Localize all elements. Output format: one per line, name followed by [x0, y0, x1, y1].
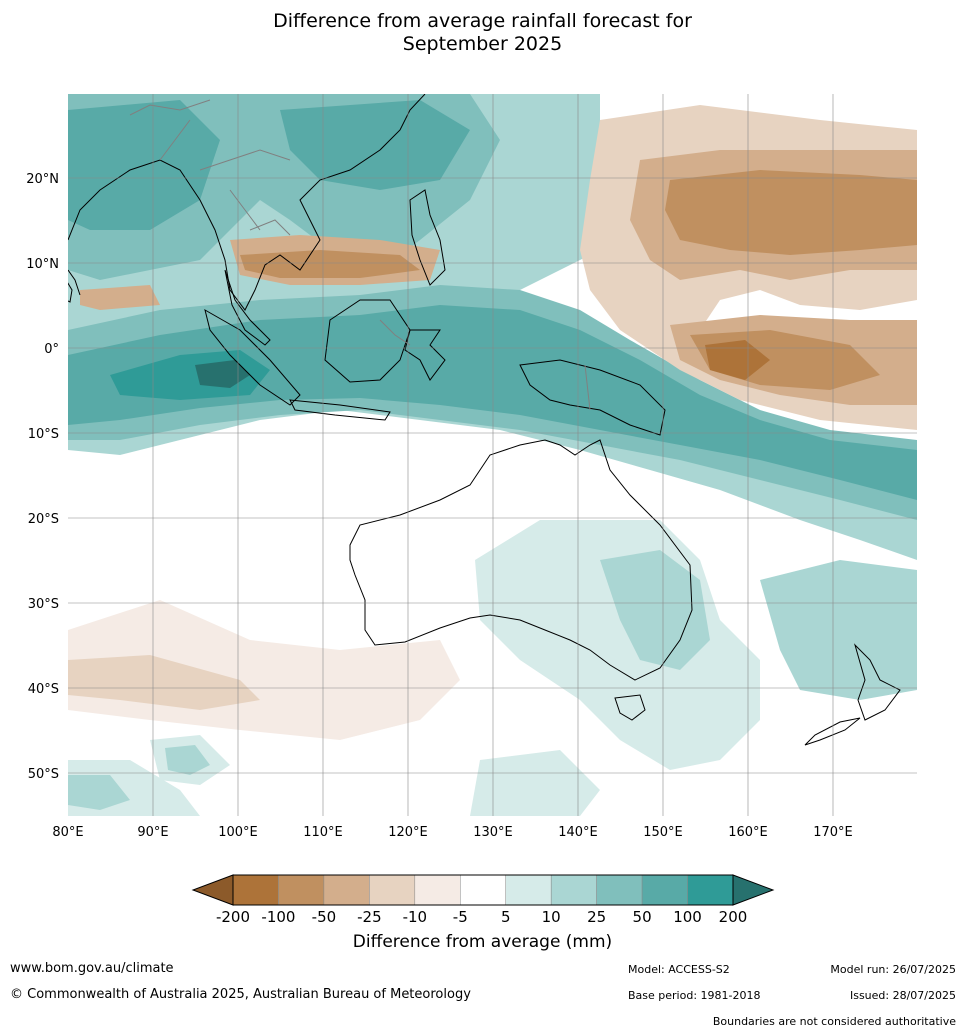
new-guinea-outline: [519, 359, 666, 436]
lon-label: 80°E: [52, 825, 83, 840]
new-zealand-north-outline: [853, 643, 901, 721]
sumatra-outline: [204, 308, 301, 406]
footer-base-period: Base period: 1981-2018: [628, 989, 761, 1002]
colorbar-low-extend: [191, 874, 234, 906]
colorbar-title: Difference from average (mm): [352, 932, 613, 952]
australia-outline: [349, 439, 693, 681]
colorbar-frame: [232, 874, 734, 906]
new-zealand-south-outline: [804, 717, 861, 746]
tasmania-outline: [614, 694, 646, 721]
colorbar-segment: [414, 874, 461, 906]
lon-label: 150°E: [643, 825, 683, 840]
lat-label: 50°S: [28, 767, 59, 782]
dry-region-south-indian-2: [68, 655, 260, 710]
lon-label: 120°E: [388, 825, 428, 840]
colorbar-tick-label: 100: [673, 908, 702, 926]
country-borders: [129, 99, 591, 411]
lon-label: 110°E: [303, 825, 343, 840]
map-title: Difference from average rainfall forecas…: [0, 10, 965, 56]
malay-peninsula-outline: [224, 269, 271, 346]
colorbar-tick-label: -50: [312, 908, 337, 926]
dry-region-philippines-sea-2: [240, 250, 420, 278]
map-plot-area: [68, 94, 917, 816]
colorbar-segment: [596, 874, 643, 906]
footer-copyright: © Commonwealth of Australia 2025, Austra…: [10, 987, 471, 1002]
colorbar: -200 -100 -50 -25 -10 -5 5 10 25 50 100 200: [191, 874, 775, 926]
asia-mainland-outline: [68, 94, 426, 311]
sulawesi-outline: [404, 329, 446, 381]
colorbar-segment: [641, 874, 688, 906]
lat-label: 0°: [44, 342, 59, 357]
colorbar-tick-label: 200: [719, 908, 748, 926]
lat-label: 30°S: [28, 597, 59, 612]
colorbar-tick-label: -5: [453, 908, 468, 926]
colorbar-segment: [460, 874, 506, 906]
lon-label: 170°E: [813, 825, 853, 840]
colorbar-tick-label: -25: [357, 908, 382, 926]
java-outline: [289, 399, 391, 421]
map-title-line2: September 2025: [402, 33, 563, 55]
colorbar-tick-label: 5: [501, 908, 511, 926]
dry-region-north-pacific-3: [665, 170, 917, 255]
colorbar-tick-label: -10: [403, 908, 428, 926]
colorbar-segment: [278, 874, 325, 906]
lon-label: 100°E: [218, 825, 258, 840]
map-gridlines: [68, 94, 917, 816]
philippines-outline: [409, 189, 446, 286]
borneo-outline: [324, 299, 411, 383]
colorbar-tick-label: -200: [216, 908, 250, 926]
footer-issued: Issued: 28/07/2025: [849, 989, 956, 1002]
colorbar-high-extend: [732, 874, 775, 906]
colorbar-segment: [550, 874, 597, 906]
colorbar-segment: [687, 874, 734, 906]
wet-region-southwest-2: [68, 775, 130, 810]
wet-region-equator-strong: [68, 305, 917, 500]
footer-disclaimer: Boundaries are not considered authoritat…: [712, 1015, 956, 1028]
footer-model: Model: ACCESS-S2: [628, 963, 730, 976]
lat-label: 10°N: [26, 257, 59, 272]
dry-region-equatorial-core: [705, 340, 770, 380]
colorbar-tick-label: 50: [633, 908, 652, 926]
lon-label: 130°E: [473, 825, 513, 840]
wet-region-south-indian-patch-2: [165, 745, 210, 775]
longitude-labels: 80°E 90°E 100°E 110°E 120°E 130°E 140°E 150°E 16…: [52, 825, 852, 840]
colorbar-segment: [323, 874, 370, 906]
lat-label: 40°S: [28, 682, 59, 697]
colorbar-segment: [505, 874, 552, 906]
footer-model-run: Model run: 26/07/2025: [830, 963, 956, 976]
lat-label: 20°S: [28, 512, 59, 527]
colorbar-tick-label: -100: [261, 908, 295, 926]
lon-label: 140°E: [558, 825, 598, 840]
dry-region-indian: [80, 285, 160, 310]
wet-region-australia-2: [600, 550, 710, 670]
map-title-line1: Difference from average rainfall forecas…: [273, 10, 692, 32]
latitude-labels: 20°N 10°N 0° 10°S 20°S 30°S 40°S 50°S: [26, 172, 59, 782]
wet-region-south-central: [470, 750, 600, 816]
lat-label: 10°S: [28, 427, 59, 442]
lon-label: 160°E: [728, 825, 768, 840]
footer-website[interactable]: www.bom.gov.au/climate: [10, 961, 174, 976]
colorbar-tick-label: 25: [587, 908, 606, 926]
colorbar-tick-label: 10: [542, 908, 561, 926]
sri-lanka-outline: [68, 282, 73, 303]
colorbar-segment: [232, 874, 279, 906]
lon-label: 90°E: [137, 825, 168, 840]
lat-label: 20°N: [26, 172, 59, 187]
wet-region-indochina: [280, 100, 470, 190]
colorbar-segment: [369, 874, 416, 906]
wet-region-tasman: [760, 560, 917, 700]
wet-region-core-2: [195, 360, 250, 388]
